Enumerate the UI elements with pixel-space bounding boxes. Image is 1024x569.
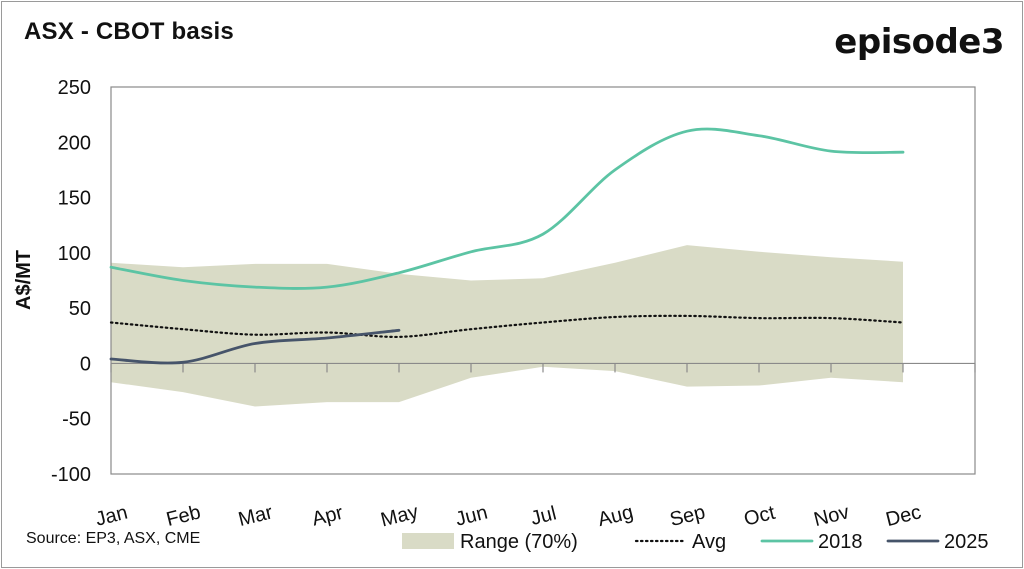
- legend-label-range: Range (70%): [460, 531, 578, 553]
- legend-label-2018: 2018: [818, 531, 863, 553]
- legend-swatch-range: [402, 533, 454, 549]
- x-tick-label: Jun: [453, 502, 490, 531]
- series-line-2018: [109, 127, 905, 290]
- y-axis-label: A$/MT: [13, 250, 35, 310]
- x-tick-label: Apr: [310, 502, 346, 531]
- x-tick-label: Nov: [812, 501, 852, 531]
- series-line-avg: [109, 314, 905, 339]
- x-tick-label: Sep: [668, 501, 708, 531]
- episode3-logo: episode3: [834, 22, 1004, 62]
- legend-label-avg: Avg: [692, 531, 726, 553]
- y-tick-label: 150: [58, 188, 91, 210]
- series-line-2025: [109, 328, 401, 365]
- plot-area-border: [110, 86, 976, 475]
- y-tick-label: 50: [69, 298, 91, 320]
- y-tick-label: 200: [58, 132, 91, 154]
- chart-title: ASX - CBOT basis: [24, 18, 234, 45]
- y-tick-label: 100: [58, 243, 91, 265]
- y-tick-label: -100: [51, 464, 91, 486]
- x-tick-label: Dec: [884, 501, 924, 531]
- x-tick-label: Jul: [528, 502, 558, 530]
- y-tick-label: 250: [58, 77, 91, 99]
- x-tick-label: Oct: [742, 502, 778, 531]
- y-tick-label: 0: [80, 353, 91, 375]
- x-tick-label: Feb: [164, 501, 203, 531]
- y-tick-label: -50: [62, 409, 91, 431]
- x-tick-label: Mar: [236, 501, 275, 531]
- x-tick-label: Aug: [596, 501, 636, 531]
- legend-label-2025: 2025: [944, 531, 989, 553]
- x-tick-label: May: [379, 501, 421, 531]
- x-tick-label: Jan: [93, 502, 130, 531]
- source-note: Source: EP3, ASX, CME: [26, 530, 201, 547]
